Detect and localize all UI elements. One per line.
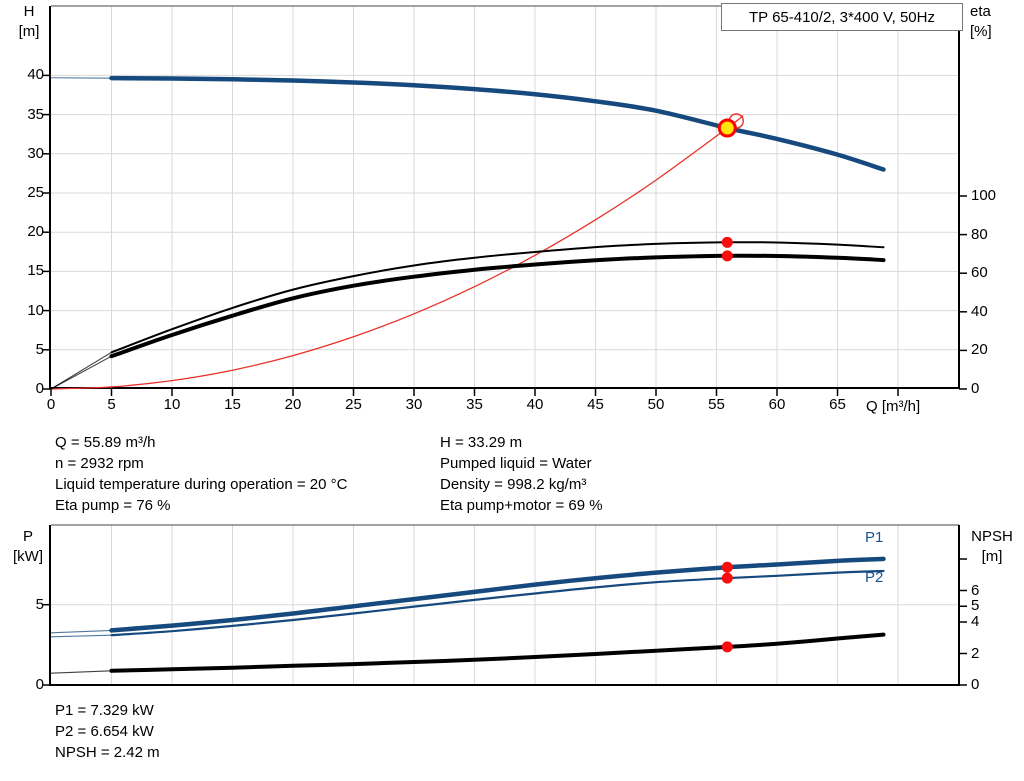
p1-curve-label: P1 — [865, 529, 884, 546]
p-tick-label: 0 — [35, 676, 44, 693]
h-axis-symbol: H — [23, 3, 35, 20]
info-npsh: NPSH = 2.42 m — [55, 744, 160, 761]
npsh-tick-label: 4 — [971, 613, 980, 630]
duty-info-left: Q = 55.89 m³/h n = 2932 rpm Liquid tempe… — [55, 432, 347, 516]
eta-tick-label: 80 — [971, 225, 988, 243]
q-tick-label: 35 — [466, 396, 483, 413]
q-tick-label: 55 — [708, 396, 725, 413]
h-tick-label: 40 — [27, 66, 44, 84]
h-tick-label: 30 — [27, 144, 44, 162]
h-tick-label: 0 — [35, 380, 44, 397]
h-tick-label: 25 — [27, 184, 44, 201]
info-liquid-temp: Liquid temperature during operation = 20… — [55, 476, 348, 493]
q-tick-label: 25 — [345, 396, 362, 413]
eta-pump-curve — [110, 241, 885, 354]
npsh-axis-unit: [m] — [981, 548, 1003, 565]
duty-info-right: H = 33.29 m Pumped liquid = Water Densit… — [440, 432, 603, 516]
info-pumped-liquid: Pumped liquid = Water — [440, 455, 592, 472]
p-axis-unit: [kW] — [13, 548, 43, 565]
eta-axis-unit: [%] — [970, 23, 992, 40]
q-tick-label: 60 — [768, 396, 786, 413]
q-tick-label: 20 — [284, 396, 302, 413]
q-axis-caption: Q [m³/h] — [866, 398, 921, 415]
h-tick-label: 10 — [27, 301, 44, 319]
pump-title: TP 65-410/2, 3*400 V, 50Hz — [749, 8, 935, 26]
p2-curve — [110, 569, 885, 637]
npsh-tick-label: 2 — [971, 644, 980, 662]
p1-duty-dot — [721, 561, 733, 573]
q-tick-label: 5 — [107, 396, 116, 413]
p-tick-label: 5 — [35, 595, 44, 613]
q-tick-label: 10 — [163, 396, 181, 413]
p2-curve-label: P2 — [865, 569, 884, 586]
npsh-tick-label: 6 — [971, 581, 980, 599]
eta-pump-duty-dot — [721, 236, 733, 248]
npsh-curve — [109, 632, 886, 673]
duty-point-marker[interactable] — [717, 118, 737, 138]
p-axis-symbol: P — [22, 528, 33, 545]
npsh-axis-caption: NPSH [m] — [964, 527, 1020, 567]
info-p2: P2 = 6.654 kW — [55, 723, 154, 740]
p1-curve — [109, 556, 886, 633]
info-eta-pump-motor: Eta pump+motor = 69 % — [440, 497, 603, 514]
npsh-tick-label: 0 — [971, 676, 980, 693]
h-axis-unit: [m] — [18, 23, 40, 40]
eta-tick-label: 20 — [971, 341, 988, 359]
h-tick-label: 20 — [27, 223, 44, 241]
h-tick-label: 35 — [27, 105, 44, 123]
q-tick-label: 45 — [587, 396, 604, 413]
npsh-tick-label: 5 — [971, 597, 980, 615]
npsh-axis-symbol: NPSH — [971, 528, 1013, 545]
eta-tick-label: 0 — [971, 380, 980, 397]
info-speed: n = 2932 rpm — [55, 455, 144, 472]
eta-pump-motor-duty-dot — [721, 250, 733, 262]
eta-tick-label: 60 — [971, 264, 988, 282]
info-h: H = 33.29 m — [440, 434, 523, 451]
p-axis-caption: P [kW] — [6, 527, 50, 567]
q-tick-label: 40 — [526, 396, 544, 413]
system-curve — [50, 115, 744, 390]
eta-pump-motor-curve — [109, 253, 886, 359]
h-axis-caption: H [m] — [8, 2, 50, 42]
eta-tick-label: 40 — [971, 302, 988, 320]
info-eta-pump: Eta pump = 76 % — [55, 497, 171, 514]
q-tick-label: 0 — [46, 396, 56, 413]
npsh-duty-dot — [721, 641, 733, 653]
info-q: Q = 55.89 m³/h — [55, 434, 156, 451]
q-tick-label: 30 — [405, 396, 423, 413]
q-tick-label: 15 — [224, 396, 241, 413]
eta-axis-caption: eta [%] — [970, 2, 1016, 42]
h-tick-label: 5 — [35, 340, 44, 358]
info-density: Density = 998.2 kg/m³ — [440, 476, 587, 493]
power-npsh-info: P1 = 7.329 kW P2 = 6.654 kW NPSH = 2.42 … — [55, 700, 160, 763]
eta-tick-label: 100 — [971, 187, 997, 204]
head-curve — [109, 75, 886, 172]
q-tick-label: 65 — [829, 396, 846, 413]
p2-duty-dot — [721, 572, 733, 584]
eta-axis-symbol: eta — [970, 3, 991, 20]
h-tick-label: 15 — [27, 262, 44, 280]
pump-title-box: TP 65-410/2, 3*400 V, 50Hz — [721, 3, 963, 31]
info-p1: P1 = 7.329 kW — [55, 702, 154, 719]
q-tick-label: 50 — [647, 396, 665, 413]
